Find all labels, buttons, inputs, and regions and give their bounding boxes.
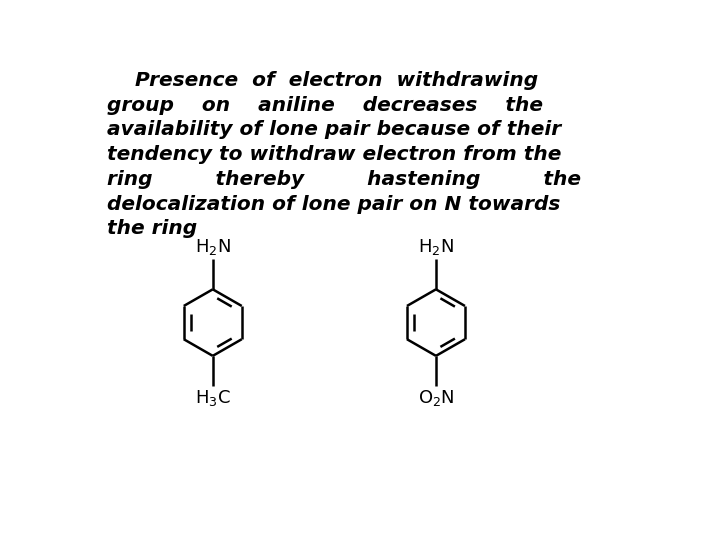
Text: $\mathsf{H_2N}$: $\mathsf{H_2N}$ [418,237,454,258]
Text: Presence  of  electron  withdrawing
group    on    aniline    decreases    the
a: Presence of electron withdrawing group o… [107,71,581,238]
Text: $\mathsf{H_3C}$: $\mathsf{H_3C}$ [195,388,230,408]
Text: $\mathsf{H_2N}$: $\mathsf{H_2N}$ [195,237,230,258]
Text: $\mathsf{O_2N}$: $\mathsf{O_2N}$ [418,388,454,408]
